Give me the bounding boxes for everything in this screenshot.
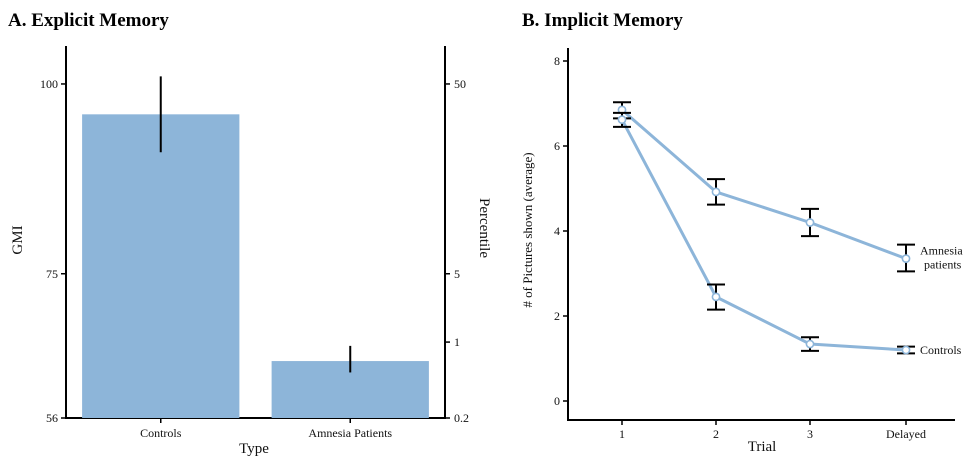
point-amnesia-patients xyxy=(805,218,815,227)
panel-a-ytick-label: 56 xyxy=(46,411,58,425)
panel-a-ytick-label: 100 xyxy=(40,77,58,91)
bar-controls xyxy=(82,114,240,418)
panel-a-y2tick-label: 5 xyxy=(454,267,460,281)
panel-b-xtick-label: 2 xyxy=(713,427,719,441)
panel-a-y2label: Percentile xyxy=(476,198,492,258)
panel-b-ytick-label: 2 xyxy=(554,309,560,323)
panel-a-bar-chart: 56 75 100 50 5 1 0.2 Controls Amnesia Patients xyxy=(40,46,469,440)
panel-b-xlabel: Trial xyxy=(748,439,777,455)
panel-b-ytick-label: 4 xyxy=(554,224,560,238)
panel-a-y2tick-label: 0.2 xyxy=(454,411,469,425)
panel-b-xtick-label: 3 xyxy=(807,427,813,441)
panel-b-xtick-label: Delayed xyxy=(886,427,926,441)
panel-a-title: A. Explicit Memory xyxy=(8,10,169,31)
point-controls xyxy=(805,339,815,349)
panel-b-line-chart: 0 2 4 6 8 1 2 3 Delayed Amnesia patients Controls xyxy=(554,48,963,441)
panel-a-ylabel: GMI xyxy=(10,225,26,254)
point-controls xyxy=(711,292,721,302)
series-label-controls: Controls xyxy=(920,343,962,357)
panel-b-ylabel: # of Pictures shown (average) xyxy=(520,152,535,307)
panel-a-xlabel: Type xyxy=(239,441,269,457)
series-line-controls xyxy=(620,118,907,352)
panel-b-ytick-label: 0 xyxy=(554,394,560,408)
point-controls xyxy=(901,345,911,355)
panel-b-title: B. Implicit Memory xyxy=(522,10,683,31)
panel-a-ytick-label: 75 xyxy=(46,267,58,281)
point-amnesia-patients xyxy=(711,187,721,197)
panel-a-xtick-label: Controls xyxy=(140,426,182,440)
panel-a-xtick-label: Amnesia Patients xyxy=(308,426,392,440)
series-line-amnesia-patients xyxy=(621,108,907,261)
panel-b-xtick-label: 1 xyxy=(619,427,625,441)
series-label-amnesia-patients: Amnesia patients xyxy=(920,244,963,272)
panel-a-y2tick-label: 1 xyxy=(454,335,460,349)
panel-b-ytick-label: 6 xyxy=(554,139,560,153)
panel-b-ytick-label: 8 xyxy=(554,54,560,68)
point-controls xyxy=(617,115,627,125)
point-amnesia-patients xyxy=(901,254,911,264)
panel-a-y2tick-label: 50 xyxy=(454,77,466,91)
